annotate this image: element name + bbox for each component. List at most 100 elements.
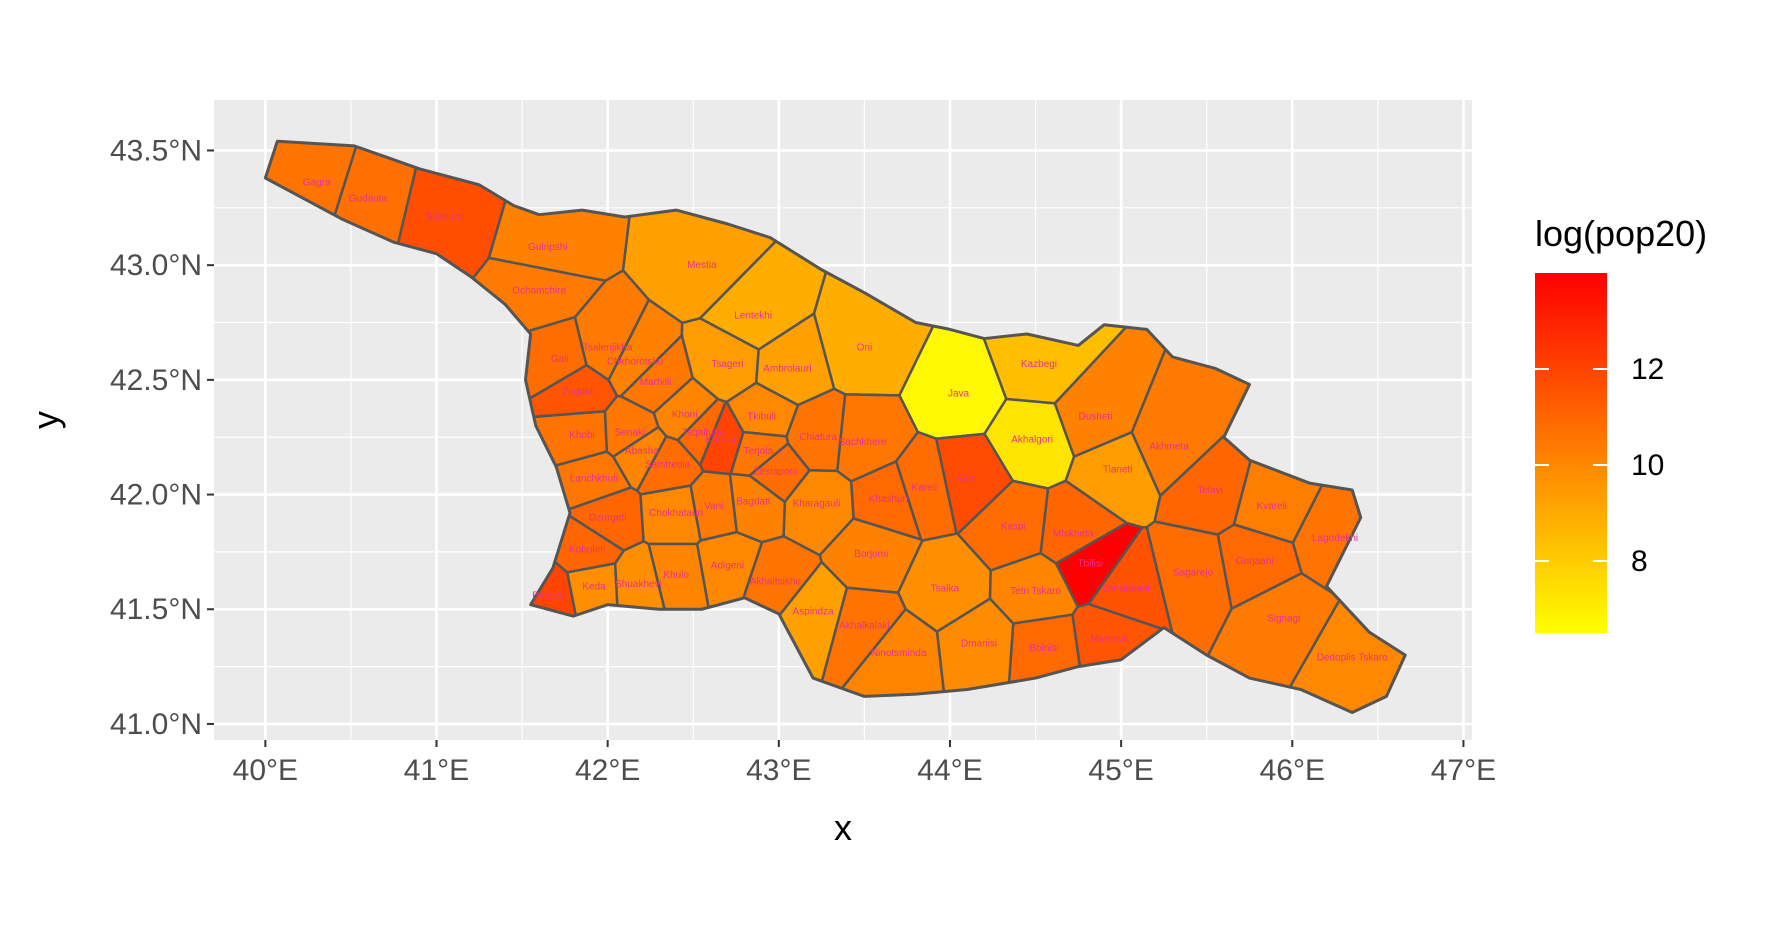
region-label: Mestia <box>687 260 717 271</box>
region-label: Aspindza <box>792 607 834 618</box>
region-label: Mtskheta <box>1053 529 1094 540</box>
region-label: Khoni <box>672 409 698 420</box>
region-label: Zugdidi <box>562 386 595 397</box>
region-label: Chokhatauri <box>649 508 703 519</box>
region-label: Akhmeta <box>1149 441 1189 452</box>
region-label: Gulripshi <box>528 242 567 253</box>
region-label: Java <box>948 389 970 400</box>
x-tick-label: 41°E <box>404 754 469 787</box>
region-label: Bagdati <box>736 496 770 507</box>
region-label: Borjomi <box>854 549 888 560</box>
y-tick-label: 41.0°N <box>110 708 202 741</box>
region-label: Dusheti <box>1079 412 1113 423</box>
legend-colorbar <box>1535 273 1607 633</box>
region-label: Lanchkhuti <box>570 473 618 484</box>
region-label: Batumi <box>532 590 563 601</box>
x-axis-title: x <box>834 807 852 848</box>
region-label: Gagra <box>303 178 331 189</box>
region-label: Martvili <box>640 377 672 388</box>
x-tick-label: 46°E <box>1260 754 1325 787</box>
region-label: Samtredia <box>645 460 691 471</box>
y-axis: 41.0°N 41.5°N 42.0°N 42.5°N 43.0°N 43.5°N <box>110 134 214 741</box>
region-zestaponi <box>748 442 811 504</box>
region-ambrolauri <box>754 312 836 407</box>
region-label: Kazbegi <box>1021 359 1057 370</box>
x-tick-label: 44°E <box>917 754 982 787</box>
region-label: Gori <box>958 473 977 484</box>
region-label: Gudauta <box>349 194 388 205</box>
region-label: Tsageri <box>711 359 743 370</box>
region-label: Marneuli <box>1090 634 1128 645</box>
x-tick-label: 40°E <box>233 754 298 787</box>
x-axis: 40°E 41°E 42°E 43°E 44°E 45°E 46°E 47°E <box>233 740 1496 787</box>
region-label: Terjola <box>744 446 774 457</box>
region-label: Adigeni <box>711 561 744 572</box>
region-label: Akhaltsikhe <box>750 577 802 588</box>
region-label: Ozurgeti <box>589 512 627 523</box>
legend-title: log(pop20) <box>1535 213 1707 254</box>
legend-tick-label: 10 <box>1631 449 1664 482</box>
y-tick-label: 43.0°N <box>110 249 202 282</box>
region-label: Kobuleti <box>569 545 605 556</box>
region-label: Tkibuli <box>747 412 776 423</box>
region-label: Kutaisi <box>706 434 736 445</box>
region-label: Akhalkalaki <box>839 620 890 631</box>
region-label: Akhalgori <box>1011 434 1053 445</box>
region-label: Gali <box>551 354 569 365</box>
region-label: Sokhumi <box>426 212 465 223</box>
region-label: Gurjaani <box>1236 556 1274 567</box>
region-label: Zestaponi <box>753 467 797 478</box>
region-label: Tianeti <box>1103 464 1133 475</box>
region-label: Lentekhi <box>734 311 772 322</box>
region-label: Shuakhevi <box>615 579 662 590</box>
y-tick-label: 41.5°N <box>110 593 202 626</box>
region-label: Vani <box>704 501 723 512</box>
region-label: Kaspi <box>1001 522 1026 533</box>
legend-tick-label: 12 <box>1631 353 1664 386</box>
region-label: Khobi <box>569 430 595 441</box>
region-label: Signagi <box>1267 613 1300 624</box>
x-tick-label: 43°E <box>746 754 811 787</box>
region-label: Tbilisi <box>1078 558 1104 569</box>
region-label: Tetri Tskaro <box>1010 586 1061 597</box>
region-label: Chiatura <box>799 432 837 443</box>
region-label: Dedoplis Tskaro <box>1317 652 1388 663</box>
country-outline <box>263 139 1407 714</box>
x-tick-label: 45°E <box>1088 754 1153 787</box>
legend-tick-label: 8 <box>1631 545 1648 578</box>
legend-ticks: 8 10 12 <box>1535 353 1664 578</box>
region-label: Senaki <box>615 428 646 439</box>
region-label: Tsalenjikha <box>583 343 633 354</box>
y-axis-title: y <box>25 411 66 429</box>
x-tick-label: 42°E <box>575 754 640 787</box>
region-label: Kvareli <box>1256 501 1287 512</box>
region-label: Tsalka <box>931 584 960 595</box>
y-tick-label: 43.5°N <box>110 134 202 167</box>
region-label: Sachkhere <box>839 437 887 448</box>
region-label: Kareli <box>912 483 938 494</box>
region-label: Dmanisi <box>961 639 997 650</box>
region-label: Ninotsminda <box>871 648 927 659</box>
region-label: Ambrolauri <box>763 363 811 374</box>
region-label: Khashuri <box>869 494 908 505</box>
region-label: Lagodekhi <box>1312 533 1358 544</box>
region-label: Gardabani <box>1103 584 1150 595</box>
region-label: Telavi <box>1197 485 1223 496</box>
region-label: Sagarejo <box>1173 568 1213 579</box>
region-label: Kharagauli <box>793 499 841 510</box>
region-label: Keda <box>582 581 606 592</box>
legend: log(pop20) 8 10 12 <box>1535 213 1707 633</box>
x-tick-label: 47°E <box>1431 754 1496 787</box>
region-tsageri <box>680 317 760 404</box>
region-label: Khulo <box>663 570 689 581</box>
y-tick-label: 42.5°N <box>110 364 202 397</box>
region-label: Chkhorotsku <box>607 357 663 368</box>
region-label: Abasha <box>625 446 659 457</box>
region-label: Oni <box>857 343 873 354</box>
y-tick-label: 42.0°N <box>110 479 202 512</box>
region-labels: Gagra Gudauta Sokhumi Gulripshi Ochamchire Me… <box>303 178 1388 664</box>
region-label: Ochamchire <box>512 285 566 296</box>
region-label: Bolnisi <box>1029 643 1058 654</box>
region-label: Tsqaltubo <box>682 428 725 439</box>
